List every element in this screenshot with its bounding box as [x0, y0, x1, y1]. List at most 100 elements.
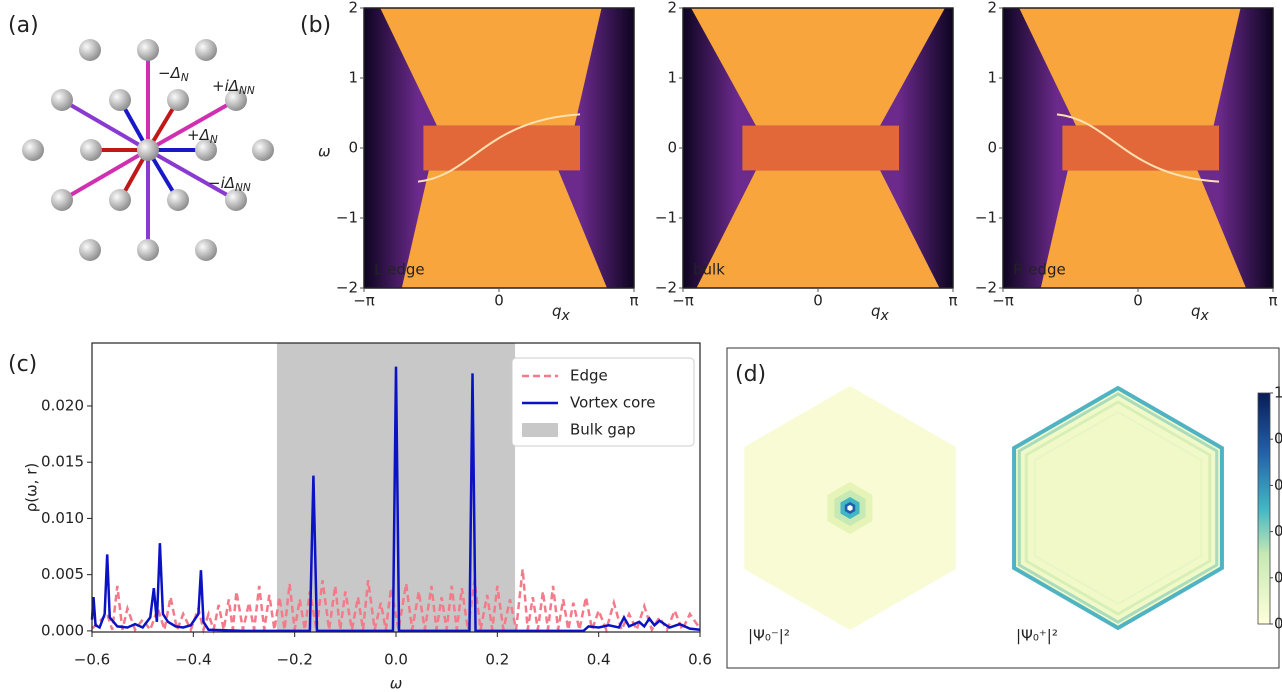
panel-label: (d)	[735, 362, 766, 387]
site	[195, 39, 217, 61]
site	[225, 189, 247, 211]
site	[252, 139, 274, 161]
site	[225, 89, 247, 111]
inset-label: R edge	[1013, 261, 1066, 279]
site	[79, 239, 101, 261]
label-main: +iΔ	[212, 77, 239, 95]
x-tick-label: −π	[353, 292, 375, 310]
series-line	[90, 366, 701, 633]
y-tick-label: 0	[667, 139, 677, 157]
y-axis-label: ω	[318, 143, 331, 161]
label: −ΔN	[158, 64, 189, 85]
density-map	[1012, 386, 1224, 630]
y-tick-label: 0.020	[41, 396, 84, 414]
colorbar-tick-label: 0.4	[1274, 522, 1282, 540]
panel-label: (c)	[8, 352, 37, 377]
site	[109, 89, 131, 111]
bond	[147, 98, 237, 152]
label-main: +Δ	[187, 126, 210, 144]
y-tick-label: −1	[975, 209, 997, 227]
y-tick-label: 0	[987, 139, 997, 157]
label-main: q	[552, 302, 562, 320]
legend: Edge Vortex core Bulk gap	[511, 357, 695, 447]
x-tick-label: −π	[672, 292, 694, 310]
density-edge	[1033, 410, 1203, 606]
colorbar	[1257, 392, 1271, 625]
x-tick-label: −0.6	[74, 651, 110, 669]
band-region	[691, 8, 945, 126]
site	[22, 139, 44, 161]
site	[79, 39, 101, 61]
map-label: |Ψ₀⁻|²	[748, 627, 790, 645]
band-region	[696, 170, 940, 288]
band-region	[1019, 8, 1241, 126]
site	[137, 239, 159, 261]
y-tick-label: 2	[667, 0, 677, 17]
lattice: −ΔN +iΔNN+ΔN−iΔNN	[22, 39, 274, 261]
inset-label: bulk	[693, 261, 725, 279]
bond	[60, 98, 150, 152]
y-axis-label: ρ(ω, r)	[23, 463, 41, 513]
density-core	[847, 505, 853, 511]
site	[51, 189, 73, 211]
legend-label: Bulk gap	[570, 421, 636, 439]
y-tick-label: 1	[667, 69, 677, 87]
y-tick-label: 0.010	[41, 509, 84, 527]
site	[51, 89, 73, 111]
x-tick-label: π	[948, 292, 957, 310]
site	[167, 89, 189, 111]
x-tick-label: π	[1268, 292, 1277, 310]
wavefunction-maps: |Ψ₀⁻|² |Ψ₀⁺|² 0.0 0.2 0.4 0.6 0.8 1.0	[744, 384, 1282, 645]
site	[109, 189, 131, 211]
band-region	[401, 170, 607, 288]
x-tick-label: π	[629, 292, 638, 310]
x-axis-label: ω	[390, 675, 403, 692]
label: +iΔNN	[212, 77, 255, 98]
x-tick-label: 0.6	[688, 651, 712, 669]
x-tick-label: −0.2	[276, 651, 312, 669]
x-tick-label: −π	[992, 292, 1014, 310]
label: qx	[552, 302, 571, 325]
site	[195, 239, 217, 261]
density-edge	[1017, 392, 1219, 624]
label-main: q	[1191, 302, 1201, 320]
site	[137, 39, 159, 61]
site	[137, 139, 159, 161]
y-tick-label: 1	[987, 69, 997, 87]
label: qx	[1191, 302, 1210, 325]
bond	[147, 148, 237, 202]
legend-label: Vortex core	[570, 394, 655, 412]
band-region	[1040, 170, 1246, 288]
colorbar-tick-label: 1.0	[1274, 384, 1282, 402]
label-sub: NN	[239, 85, 255, 97]
x-tick-label: 0.2	[485, 651, 509, 669]
panel-frame	[726, 347, 1280, 669]
label-main: −Δ	[158, 64, 181, 82]
map-label: |Ψ₀⁺|²	[1016, 627, 1058, 645]
site	[167, 189, 189, 211]
x-tick-label: 0	[494, 292, 504, 310]
density-edge	[1024, 400, 1212, 616]
density-edge	[1012, 385, 1224, 631]
label-sub: x	[880, 308, 890, 324]
y-tick-label: 0.005	[41, 565, 84, 583]
label-main: −iΔ	[208, 174, 235, 192]
gap-band	[1062, 125, 1219, 171]
colorbar-tick-label: 0.0	[1274, 615, 1282, 633]
x-tick-label: 0	[813, 292, 823, 310]
panel-label: (b)	[300, 13, 331, 38]
inset-label: L edge	[374, 261, 425, 279]
label: −iΔNN	[208, 174, 251, 195]
y-tick-label: 0.000	[41, 621, 84, 639]
label-sub: N	[181, 72, 189, 84]
label-sub: x	[561, 308, 571, 324]
site	[80, 139, 102, 161]
label: +ΔN	[187, 126, 218, 147]
y-tick-label: 2	[987, 0, 997, 17]
label-sub: x	[1200, 308, 1210, 324]
band-region	[380, 8, 602, 126]
site	[195, 139, 217, 161]
y-tick-label: 0	[348, 139, 358, 157]
